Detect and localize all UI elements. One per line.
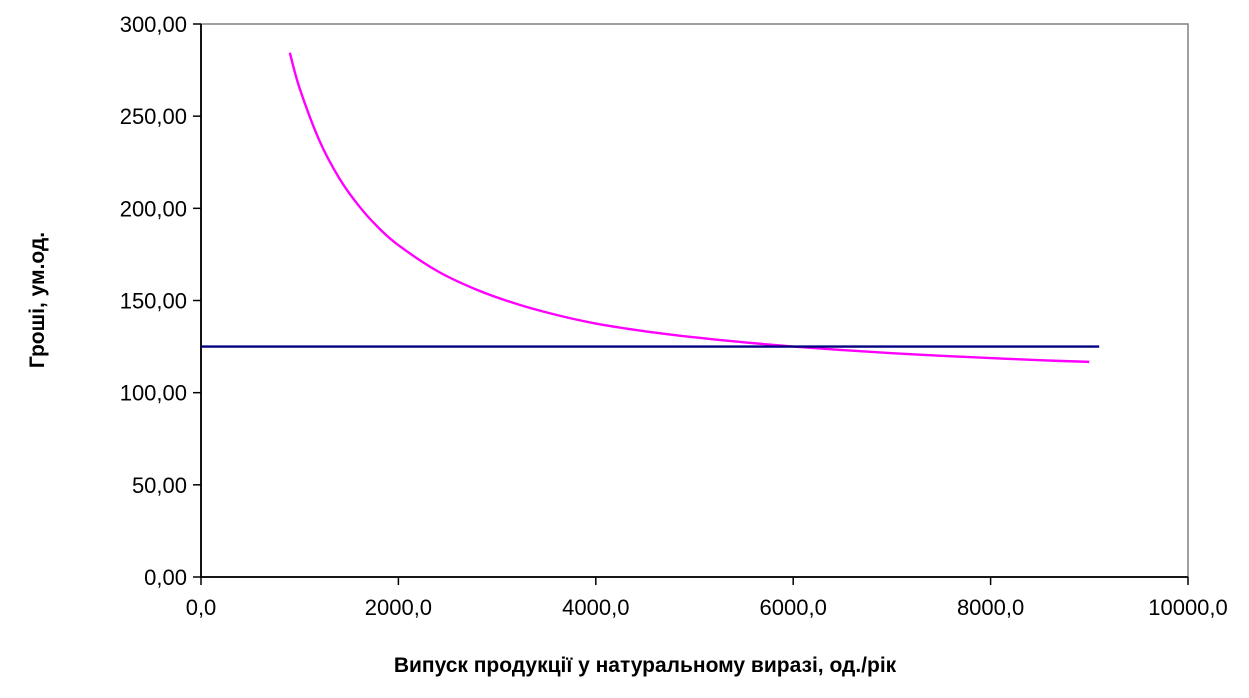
ticks: 0,0 2000,0 4000,0 6000,0 8000,0 10000,0 0,00 50… bbox=[120, 12, 1228, 620]
x-tick-label: 0,0 bbox=[186, 595, 217, 620]
y-tick-label: 150,00 bbox=[120, 289, 187, 314]
y-tick-label: 50,00 bbox=[132, 473, 187, 498]
y-tick-label: 250,00 bbox=[120, 104, 187, 129]
series-line-1 bbox=[288, 52, 1090, 364]
y-axis-title: Гроші, ум.од. bbox=[26, 232, 49, 368]
x-axis-title: Випуск продукції у натуральному виразі, … bbox=[394, 654, 897, 677]
y-tick-label: 300,00 bbox=[120, 12, 187, 37]
x-tick-label: 6000,0 bbox=[760, 595, 827, 620]
y-tick-label: 0,00 bbox=[144, 565, 187, 590]
y-tick-label: 200,00 bbox=[120, 196, 187, 221]
series bbox=[201, 52, 1100, 364]
x-tick-label: 2000,0 bbox=[365, 595, 432, 620]
x-tick-label: 8000,0 bbox=[957, 595, 1024, 620]
x-tick-label: 4000,0 bbox=[562, 595, 629, 620]
y-tick-label: 100,00 bbox=[120, 381, 187, 406]
plot-frame bbox=[200, 23, 1189, 578]
x-tick-label: 10000,0 bbox=[1148, 595, 1228, 620]
